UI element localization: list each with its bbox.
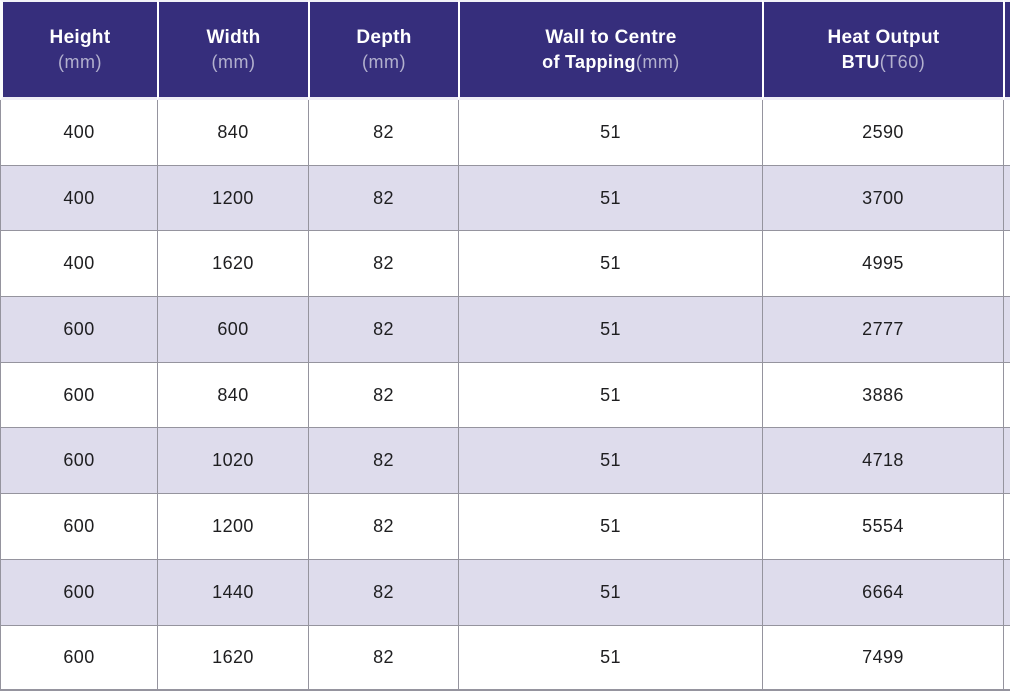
cell-wall-to-centre-of-tapping: 51 bbox=[458, 231, 762, 298]
cell-depth: 82 bbox=[308, 231, 458, 298]
table-row: 600 840 82 51 3886 bbox=[0, 362, 1010, 429]
cell-height: 600 bbox=[0, 297, 157, 363]
cell-height: 600 bbox=[0, 559, 157, 626]
header-title: Wall to Centre bbox=[545, 26, 677, 48]
header-subtitle-bold: of Tapping bbox=[542, 52, 636, 73]
cell-width: 1200 bbox=[157, 494, 308, 560]
cropped-next-column-cell bbox=[1003, 231, 1010, 298]
cropped-next-column-cell bbox=[1003, 362, 1010, 429]
cropped-next-column-cell bbox=[1003, 494, 1010, 560]
cell-wall-to-centre-of-tapping: 51 bbox=[458, 100, 762, 166]
cell-width: 600 bbox=[157, 297, 308, 363]
cell-wall-to-centre-of-tapping: 51 bbox=[458, 362, 762, 429]
table-row: 600 1020 82 51 4718 bbox=[0, 428, 1010, 495]
cell-width: 840 bbox=[157, 100, 308, 166]
cropped-next-column-cell bbox=[1003, 100, 1010, 166]
cell-heat-output-btu: 4995 bbox=[762, 231, 1003, 298]
cell-heat-output-btu: 7499 bbox=[762, 625, 1003, 692]
header-cell-depth: Depth (mm) bbox=[308, 0, 458, 100]
header-unit-label: (mm) bbox=[362, 52, 406, 73]
table-row: 400 840 82 51 2590 bbox=[0, 100, 1010, 166]
cell-width: 1440 bbox=[157, 559, 308, 626]
table-row: 600 1440 82 51 6664 bbox=[0, 559, 1010, 626]
cell-height: 400 bbox=[0, 100, 157, 166]
cell-height: 600 bbox=[0, 494, 157, 560]
cell-depth: 82 bbox=[308, 362, 458, 429]
cell-width: 1020 bbox=[157, 428, 308, 495]
cell-wall-to-centre-of-tapping: 51 bbox=[458, 494, 762, 560]
table-row: 600 600 82 51 2777 bbox=[0, 297, 1010, 363]
cell-width: 1620 bbox=[157, 231, 308, 298]
cell-depth: 82 bbox=[308, 559, 458, 626]
table-row: 600 1620 82 51 7499 bbox=[0, 625, 1010, 692]
cell-heat-output-btu: 3700 bbox=[762, 165, 1003, 232]
cell-depth: 82 bbox=[308, 297, 458, 363]
header-cell-width: Width (mm) bbox=[157, 0, 308, 100]
cell-depth: 82 bbox=[308, 165, 458, 232]
cell-heat-output-btu: 5554 bbox=[762, 494, 1003, 560]
header-subtitle-bold: BTU bbox=[841, 52, 880, 73]
cell-wall-to-centre-of-tapping: 51 bbox=[458, 625, 762, 692]
header-cell-wall-to-centre-of-tapping: Wall to Centre of Tapping(mm) bbox=[458, 0, 762, 100]
header-subtitle: of Tapping(mm) bbox=[460, 50, 762, 74]
header-subtitle: (mm) bbox=[310, 50, 458, 74]
cell-width: 1620 bbox=[157, 625, 308, 692]
cell-wall-to-centre-of-tapping: 51 bbox=[458, 428, 762, 495]
cell-heat-output-btu: 2590 bbox=[762, 100, 1003, 166]
cell-height: 600 bbox=[0, 625, 157, 692]
table-row: 600 1200 82 51 5554 bbox=[0, 494, 1010, 560]
cell-heat-output-btu: 4718 bbox=[762, 428, 1003, 495]
cropped-next-column-cell bbox=[1003, 165, 1010, 232]
header-unit-label: (mm) bbox=[635, 52, 680, 73]
cell-height: 600 bbox=[0, 362, 157, 429]
spec-table-body: 400 840 82 51 2590 400 1200 82 51 3700 400 1620 82 51… bbox=[0, 100, 1010, 692]
cell-heat-output-btu: 2777 bbox=[762, 297, 1003, 363]
table-row: 400 1200 82 51 3700 bbox=[0, 165, 1010, 232]
cell-width: 1200 bbox=[157, 165, 308, 232]
spec-table-header: Height (mm) Width (mm) Depth (mm) Wall to Cent… bbox=[0, 0, 1010, 100]
header-title: Height bbox=[49, 26, 111, 48]
header-unit-label: (mm) bbox=[211, 52, 256, 73]
header-title: Heat Output bbox=[827, 26, 940, 48]
cell-height: 400 bbox=[0, 231, 157, 298]
cell-depth: 82 bbox=[308, 625, 458, 692]
cell-wall-to-centre-of-tapping: 51 bbox=[458, 297, 762, 363]
cropped-next-column-cell bbox=[1003, 559, 1010, 626]
cell-height: 600 bbox=[0, 428, 157, 495]
header-cell-height: Height (mm) bbox=[0, 0, 157, 100]
header-subtitle: BTU(T60) bbox=[764, 50, 1003, 74]
cropped-next-column-cell bbox=[1003, 297, 1010, 363]
cell-depth: 82 bbox=[308, 494, 458, 560]
cropped-next-column-cell bbox=[1003, 428, 1010, 495]
header-subtitle: (mm) bbox=[3, 50, 157, 74]
header-cell-heat-output-btu: Heat Output BTU(T60) bbox=[762, 0, 1003, 100]
cell-depth: 82 bbox=[308, 100, 458, 166]
table-row: 400 1620 82 51 4995 bbox=[0, 231, 1010, 298]
header-row: Height (mm) Width (mm) Depth (mm) Wall to Cent… bbox=[0, 0, 1010, 100]
cropped-next-column-cell bbox=[1003, 625, 1010, 692]
header-unit-label: (T60) bbox=[879, 52, 926, 73]
cropped-next-column-header bbox=[1003, 0, 1010, 100]
header-subtitle: (mm) bbox=[159, 50, 308, 74]
cell-height: 400 bbox=[0, 165, 157, 232]
cell-heat-output-btu: 3886 bbox=[762, 362, 1003, 429]
cell-depth: 82 bbox=[308, 428, 458, 495]
header-unit-label: (mm) bbox=[58, 52, 102, 73]
cell-wall-to-centre-of-tapping: 51 bbox=[458, 165, 762, 232]
header-title: Depth bbox=[356, 26, 412, 48]
cell-wall-to-centre-of-tapping: 51 bbox=[458, 559, 762, 626]
cell-heat-output-btu: 6664 bbox=[762, 559, 1003, 626]
header-title: Width bbox=[206, 26, 261, 48]
cell-width: 840 bbox=[157, 362, 308, 429]
